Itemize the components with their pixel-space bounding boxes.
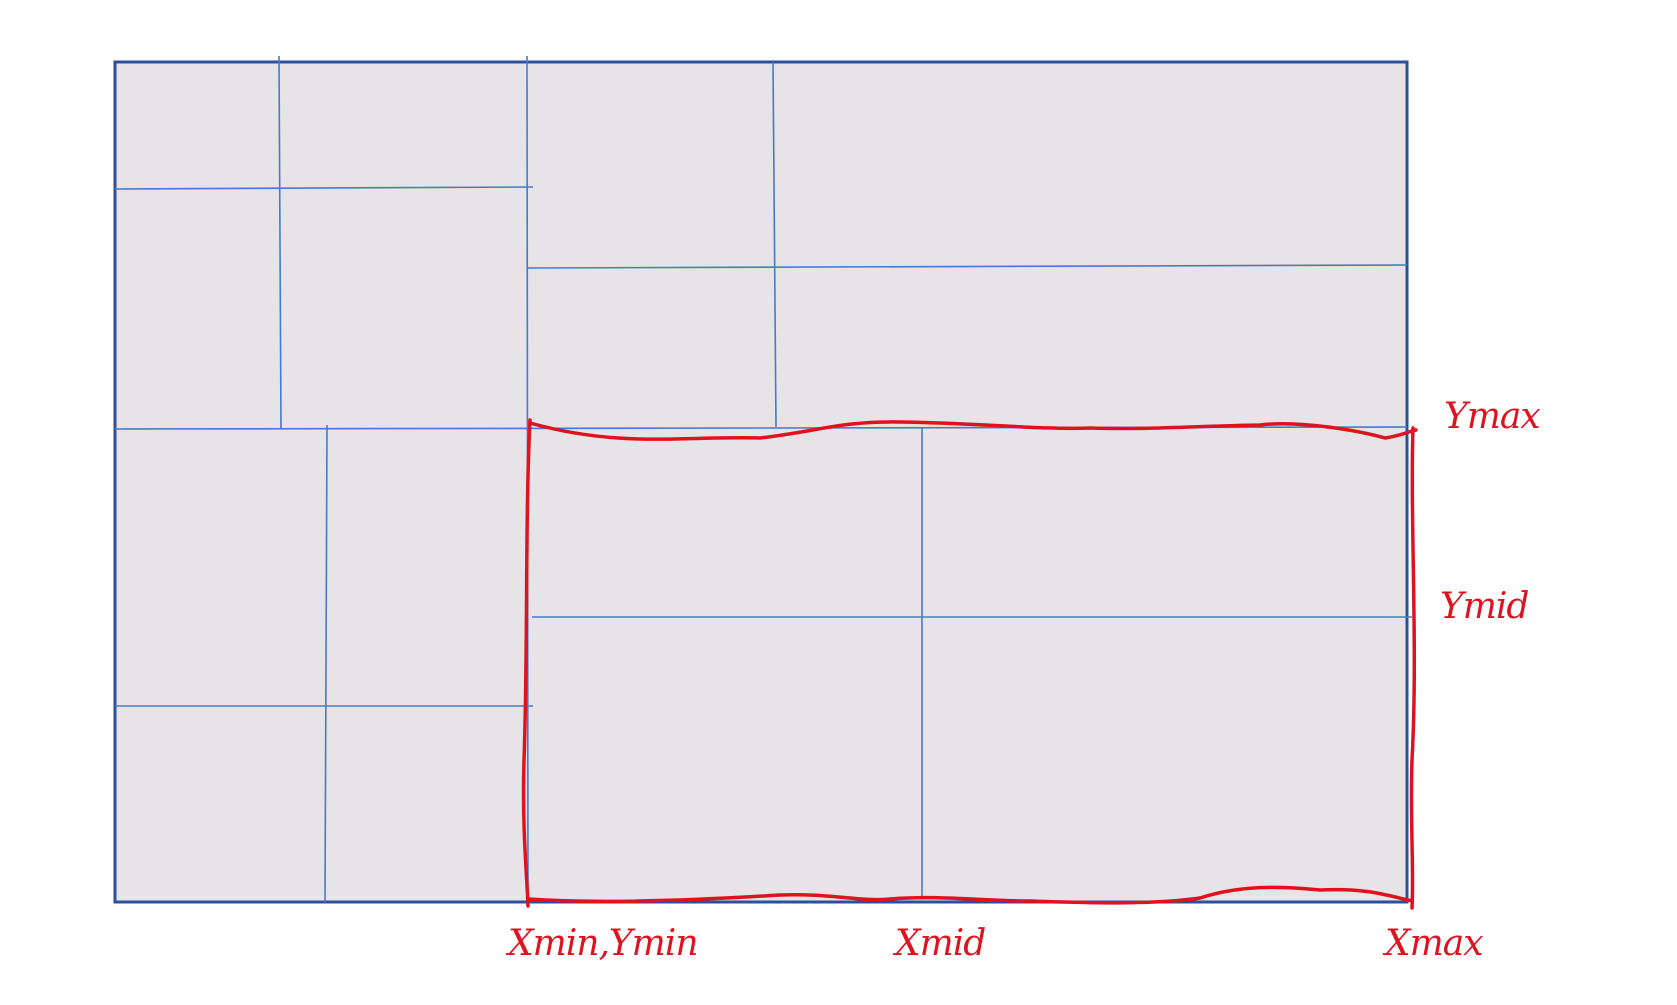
label-xmid: Xmid — [892, 923, 985, 964]
highlight-box-right — [1409, 426, 1417, 910]
highlight-box — [521, 418, 1418, 910]
grid-line-bl-vertical — [324, 424, 328, 903]
highlight-box-left — [521, 418, 532, 908]
grid-line-tr-vertical — [772, 61, 777, 428]
grid-lines — [114, 55, 1412, 903]
label-ymid: Ymid — [1440, 586, 1528, 627]
label-xmin-ymin: Xmin,Ymin — [505, 923, 698, 964]
grid-line-tr-horizontal — [526, 264, 1408, 269]
highlight-box-bottom — [526, 885, 1414, 905]
grid-line-tl-vertical — [278, 55, 282, 430]
grid-line-tl-horizontal — [114, 186, 534, 190]
label-xmax: Xmax — [1382, 923, 1483, 964]
label-ymax: Ymax — [1444, 396, 1540, 437]
outer-panel — [113, 60, 1409, 904]
highlight-box-top — [528, 420, 1418, 441]
